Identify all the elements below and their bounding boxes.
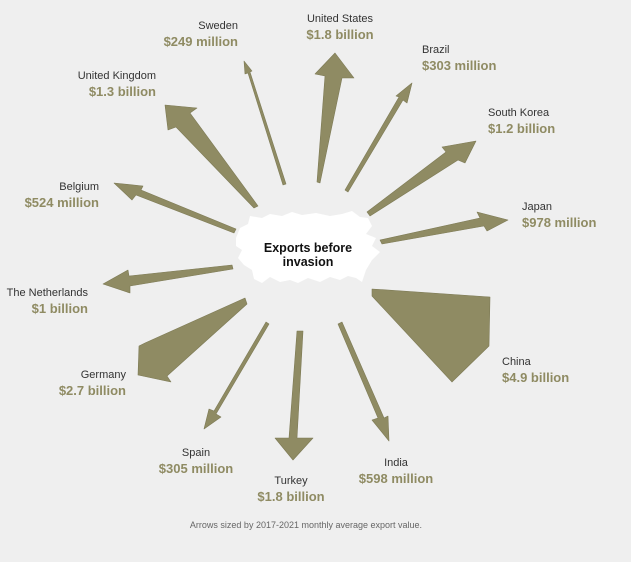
center-label-line1: Exports before	[264, 241, 352, 255]
label-value: $249 million	[164, 34, 238, 49]
label-country: United States	[307, 13, 374, 25]
arrow-japan	[379, 211, 509, 245]
label-value: $978 million	[522, 215, 596, 230]
label-value: $4.9 billion	[502, 370, 569, 385]
arrow-brazil	[344, 82, 413, 193]
arrow-germany	[137, 297, 248, 383]
label-value: $1.3 billion	[89, 84, 156, 99]
label-value: $303 million	[422, 58, 496, 73]
arrow-the-netherlands	[102, 264, 234, 294]
label-country: Spain	[182, 447, 210, 459]
label-value: $598 million	[359, 471, 433, 486]
label-country: Sweden	[198, 20, 238, 32]
label-country: South Korea	[488, 107, 550, 119]
label-country: Turkey	[274, 475, 308, 487]
label-country: United Kingdom	[78, 70, 156, 82]
label-value: $1.8 billion	[257, 489, 324, 504]
arrow-sweden	[243, 60, 287, 186]
arrows-group	[102, 52, 509, 461]
label-country: India	[384, 457, 409, 469]
arrow-united-states	[314, 52, 355, 184]
label-country: Germany	[81, 369, 127, 381]
label-country: Brazil	[422, 44, 450, 56]
arrow-turkey	[274, 330, 314, 461]
label-country: China	[502, 356, 532, 368]
arrow-india	[337, 321, 390, 442]
arrow-belgium	[113, 182, 237, 234]
russia-map-icon	[236, 211, 380, 283]
label-value: $1 billion	[32, 301, 88, 316]
label-value: $1.2 billion	[488, 121, 555, 136]
label-value: $2.7 billion	[59, 383, 126, 398]
arrow-south-korea	[366, 140, 477, 217]
footnote: Arrows sized by 2017-2021 monthly averag…	[190, 520, 422, 530]
label-value: $524 million	[25, 195, 99, 210]
arrow-china	[371, 288, 491, 383]
center-label-line2: invasion	[283, 255, 334, 269]
label-country: Japan	[522, 201, 552, 213]
arrow-spain	[203, 321, 270, 430]
arrow-united-kingdom	[164, 104, 259, 209]
label-value: $1.8 billion	[306, 27, 373, 42]
label-country: The Netherlands	[7, 287, 89, 299]
label-country: Belgium	[59, 181, 99, 193]
label-value: $305 million	[159, 461, 233, 476]
